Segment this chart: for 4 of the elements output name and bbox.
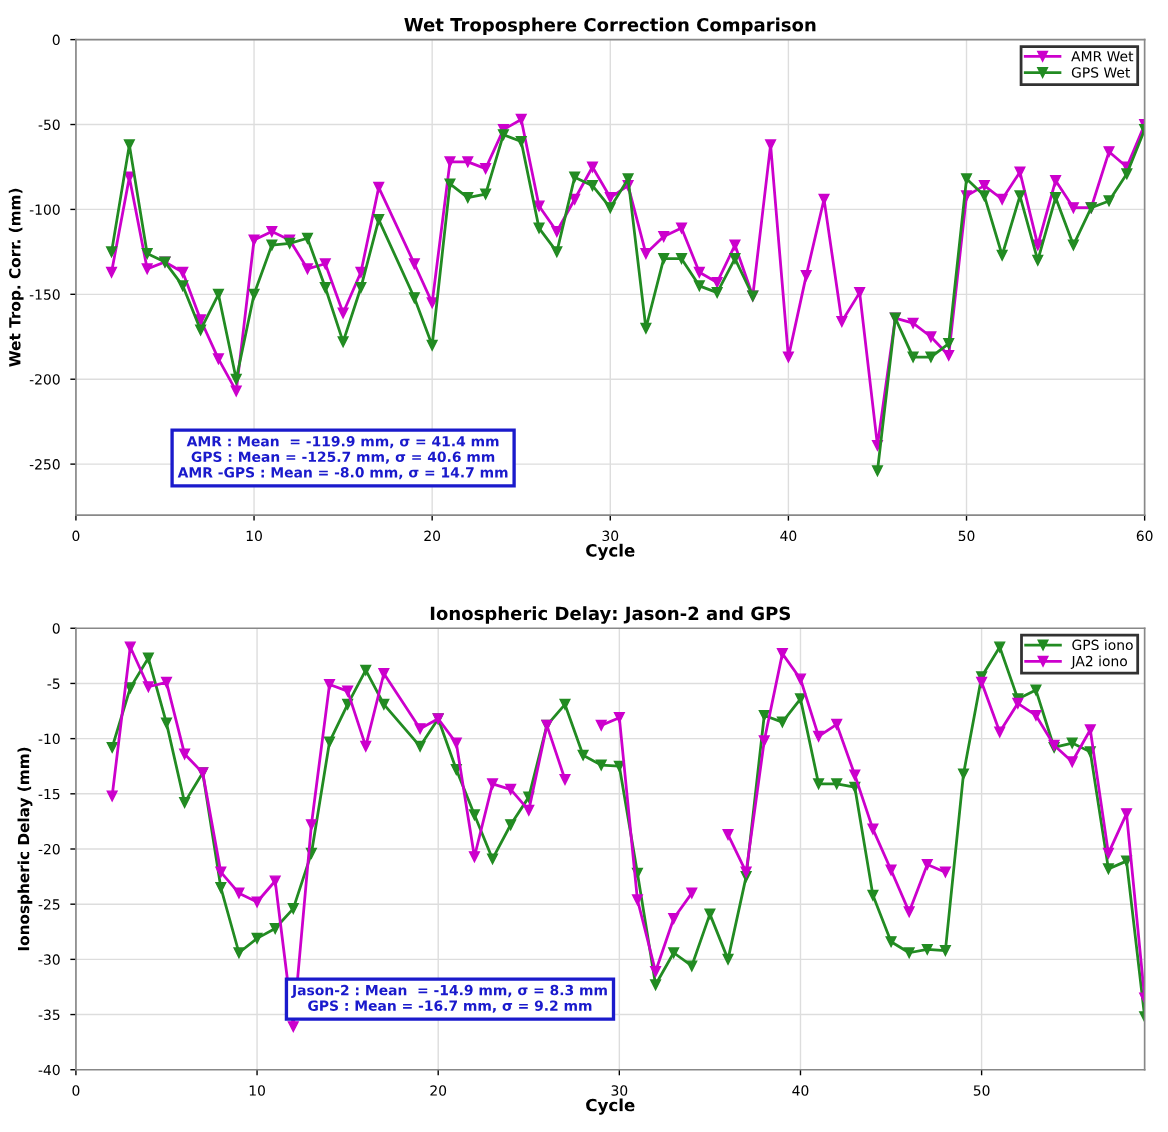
chart-title: Ionospheric Delay: Jason-2 and GPS (430, 606, 791, 624)
x-axis-title: Cycle (586, 1098, 635, 1115)
chart-title: Wet Troposphere Correction Comparison (404, 17, 816, 36)
x-axis-title: Cycle (586, 543, 635, 561)
